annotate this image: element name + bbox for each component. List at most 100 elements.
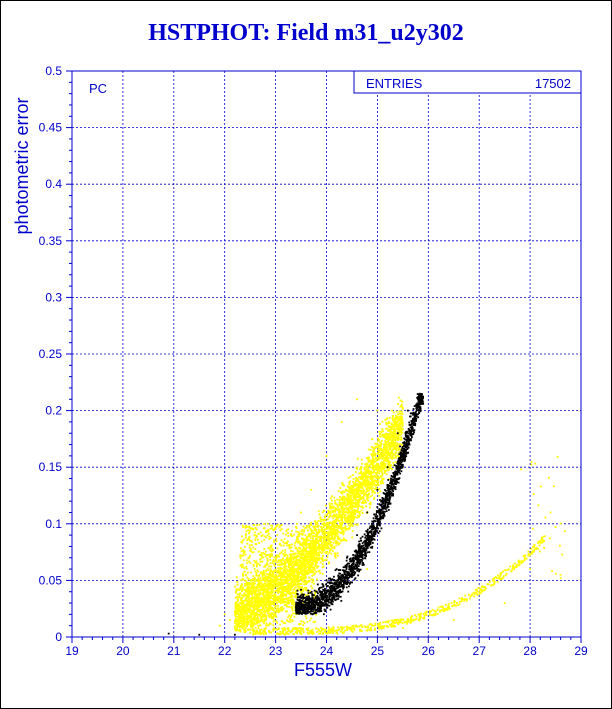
data-point-yellow (314, 520, 317, 523)
data-point-yellow (353, 513, 356, 516)
data-point-yellow (270, 579, 273, 582)
data-point-yellow (359, 485, 362, 488)
data-point-yellow (324, 504, 327, 507)
data-point-yellow (275, 599, 278, 602)
data-point-yellow (300, 620, 303, 623)
data-point-yellow (256, 528, 258, 531)
data-point-yellow (331, 505, 334, 508)
data-point-yellow (369, 485, 372, 488)
data-point-yellow (284, 582, 287, 584)
data-point-yellow (391, 449, 394, 452)
data-point-yellow (259, 564, 261, 567)
data-point-yellow (320, 528, 323, 531)
data-point-yellow (302, 525, 305, 528)
data-point-yellow (367, 465, 370, 467)
data-point-yellow (279, 559, 282, 562)
data-point-yellow (239, 611, 242, 614)
data-point-yellow (396, 433, 399, 436)
data-point-yellow (387, 443, 390, 446)
data-point-yellow (301, 558, 304, 561)
data-point-yellow (265, 616, 268, 619)
data-point-yellow (252, 589, 255, 592)
data-point-yellow (326, 542, 329, 545)
data-point-yellow (263, 601, 266, 604)
data-point-yellow (297, 569, 300, 572)
data-point-yellow (364, 485, 367, 488)
data-point-yellow (384, 459, 387, 462)
data-point-yellow (374, 452, 377, 455)
data-point-yellow (287, 592, 290, 595)
data-point-yellow (326, 535, 329, 538)
data-point-yellow (238, 593, 241, 596)
data-point-yellow (279, 542, 281, 545)
data-point-yellow (257, 608, 259, 611)
data-point-yellow (400, 421, 403, 424)
data-point-yellow (240, 614, 243, 617)
data-point-yellow (247, 608, 250, 611)
data-point-yellow (372, 452, 374, 455)
data-point-yellow (262, 571, 265, 574)
data-point-yellow (249, 628, 252, 631)
data-point-yellow (397, 452, 400, 454)
data-point-yellow (245, 594, 248, 597)
data-point-yellow (317, 510, 320, 513)
data-point-yellow (290, 553, 293, 556)
data-point-yellow (273, 602, 275, 604)
data-point-yellow (246, 576, 249, 579)
data-point-yellow (260, 586, 262, 589)
data-point-yellow (401, 418, 404, 421)
data-point-yellow (289, 599, 292, 601)
data-point-yellow (256, 524, 259, 526)
data-point-yellow (328, 539, 331, 542)
data-point-yellow (234, 628, 237, 630)
data-point-yellow (287, 586, 290, 589)
data-point-yellow (290, 573, 293, 575)
data-point-yellow (353, 509, 356, 512)
data-point-yellow (258, 542, 260, 544)
data-point-yellow (264, 587, 267, 590)
data-point-yellow (385, 452, 388, 454)
data-point-yellow (281, 573, 284, 576)
data-point-yellow (362, 497, 365, 500)
data-point-yellow (395, 449, 398, 452)
data-point-yellow (325, 535, 328, 538)
data-point-yellow (309, 547, 312, 549)
data-point-yellow (384, 458, 387, 461)
data-point-yellow (345, 504, 348, 507)
data-point-yellow (378, 453, 381, 456)
data-point-yellow (291, 599, 294, 602)
data-point-yellow (367, 480, 370, 483)
data-point-yellow (295, 584, 298, 586)
data-point-yellow (343, 496, 346, 499)
data-point-yellow (319, 572, 322, 574)
data-point-yellow (267, 597, 270, 599)
data-point-yellow (289, 566, 292, 569)
data-point-yellow (378, 488, 381, 490)
data-point-yellow (396, 425, 399, 428)
data-point-yellow (282, 585, 284, 588)
data-point-yellow (293, 569, 295, 571)
data-point-yellow (267, 582, 269, 585)
data-point-yellow (246, 525, 249, 528)
data-point-yellow (258, 586, 261, 589)
data-point-yellow (304, 615, 307, 618)
data-point-yellow (302, 558, 305, 561)
data-point-yellow (392, 420, 395, 423)
data-point-yellow (342, 532, 345, 534)
data-point-yellow (351, 530, 354, 532)
data-point-yellow (251, 579, 254, 582)
data-point-yellow (293, 588, 295, 591)
data-point-yellow (274, 600, 277, 603)
data-point-yellow (316, 523, 319, 525)
data-point-yellow (304, 549, 307, 552)
data-point-yellow (299, 553, 302, 555)
data-point-yellow (334, 499, 336, 502)
data-point-yellow (378, 472, 381, 475)
data-point-yellow (254, 599, 257, 602)
data-point-yellow (365, 466, 367, 469)
data-point-yellow (300, 565, 303, 568)
data-point-yellow (248, 587, 251, 590)
data-point-yellow (295, 538, 298, 541)
data-point-yellow (369, 463, 372, 466)
data-point-yellow (382, 453, 385, 456)
